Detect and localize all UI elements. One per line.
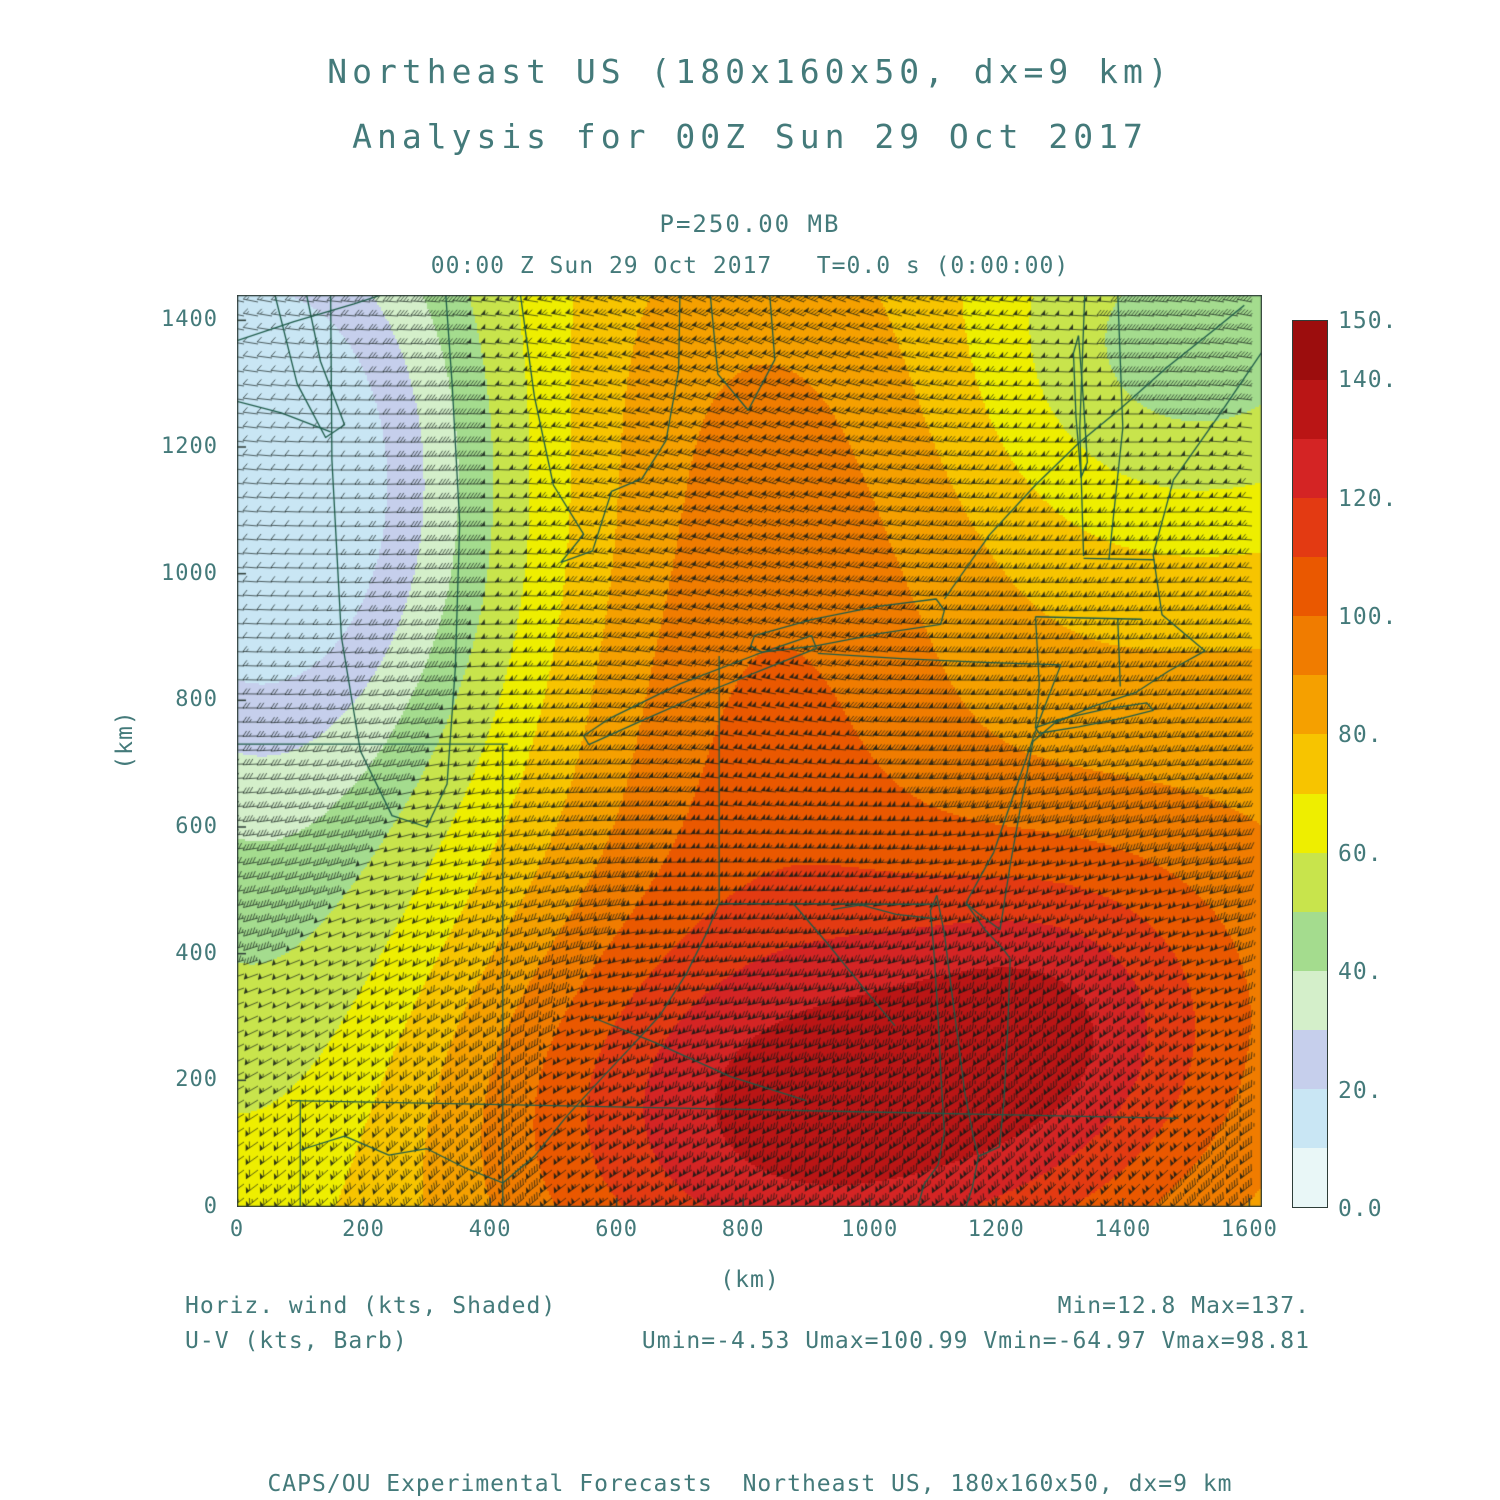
x-tick-label: 600 xyxy=(595,1217,638,1242)
colorbar-segment xyxy=(1293,1029,1327,1089)
x-tick-label: 1400 xyxy=(1094,1217,1152,1242)
colorbar-tick-label: 60. xyxy=(1338,840,1383,867)
y-tick-label: 0 xyxy=(203,1194,218,1219)
y-tick-label: 1400 xyxy=(161,307,218,333)
x-tick-label: 400 xyxy=(468,1217,512,1242)
x-tick-label: 1000 xyxy=(841,1217,899,1242)
colorbar xyxy=(1292,320,1328,1208)
uv-stats: Umin=-4.53 Umax=100.99 Vmin=-64.97 Vmax=… xyxy=(641,1328,1310,1354)
colorbar-segment xyxy=(1293,911,1327,971)
x-tick-label: 1200 xyxy=(967,1217,1025,1242)
x-tick-label: 1600 xyxy=(1220,1217,1278,1242)
colorbar-tick-label: 100. xyxy=(1338,604,1398,630)
y-tick-label: 400 xyxy=(175,940,218,966)
chart-title-line2: Analysis for 00Z Sun 29 Oct 2017 xyxy=(352,117,1148,156)
credit-line: CAPS/OU Experimental Forecasts Northeast… xyxy=(267,1471,1233,1497)
chart-title-line1: Northeast US (180x160x50, dx=9 km) xyxy=(327,52,1173,91)
colorbar-tick-label: 80. xyxy=(1338,722,1383,749)
colorbar-segment xyxy=(1293,970,1327,1030)
colorbar-segment xyxy=(1293,557,1327,617)
colorbar-tick-label: 140. xyxy=(1338,367,1398,394)
colorbar-segment xyxy=(1293,321,1327,381)
colorbar-segment xyxy=(1293,439,1327,499)
colorbar-tick-label: 20. xyxy=(1338,1077,1383,1104)
colorbar-segment xyxy=(1293,380,1327,440)
shaded-field-label: Horiz. wind (kts, Shaded) xyxy=(185,1293,557,1319)
colorbar-tick-label: 40. xyxy=(1338,959,1383,986)
colorbar-segment xyxy=(1293,734,1327,794)
colorbar-segment xyxy=(1293,616,1327,676)
colorbar-tick-label: 150. xyxy=(1338,308,1398,334)
x-tick-label: 0 xyxy=(229,1217,245,1242)
minmax-stats: Min=12.8 Max=137. xyxy=(1057,1293,1310,1319)
colorbar-segment xyxy=(1293,793,1327,853)
y-tick-label: 800 xyxy=(175,687,218,713)
y-tick-label: 1200 xyxy=(161,434,218,459)
x-tick-label: 800 xyxy=(721,1217,765,1242)
colorbar-segment xyxy=(1293,852,1327,912)
colorbar-segment xyxy=(1293,1147,1327,1207)
colorbar-segment xyxy=(1293,1088,1327,1148)
y-tick-label: 600 xyxy=(175,814,218,839)
pressure-level-label: P=250.00 MB xyxy=(659,210,841,238)
colorbar-segment xyxy=(1293,498,1327,558)
colorbar-tick-label: 120. xyxy=(1338,485,1398,512)
y-tick-label: 1000 xyxy=(161,560,218,586)
x-axis-title: (km) xyxy=(720,1267,780,1293)
valid-time-label: 00:00 Z Sun 29 Oct 2017 T=0.0 s (0:00:00… xyxy=(430,253,1070,279)
colorbar-segment xyxy=(1293,675,1327,735)
x-tick-label: 200 xyxy=(342,1217,385,1242)
barb-field-label: U-V (kts, Barb) xyxy=(185,1328,408,1354)
colorbar-tick-label: 0.0 xyxy=(1338,1196,1383,1222)
y-tick-label: 200 xyxy=(175,1067,218,1093)
wind-analysis-map xyxy=(237,295,1262,1207)
